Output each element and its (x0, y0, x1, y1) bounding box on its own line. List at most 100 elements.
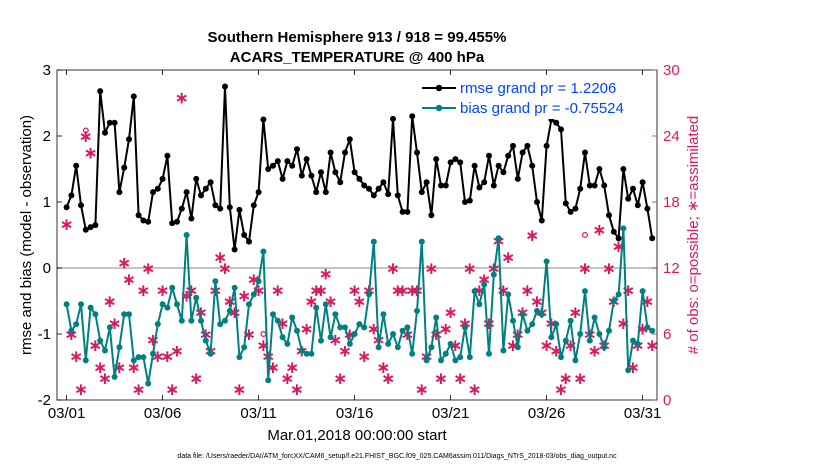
bias-point (337, 324, 344, 331)
bias-point (500, 347, 507, 354)
obs-assimilated-marker: ∗ (189, 369, 203, 389)
rmse-point (510, 142, 516, 149)
rmse-point (562, 200, 569, 207)
obs-assimilated-marker: ∗ (352, 292, 366, 312)
obs-assimilated-marker: ∗ (271, 281, 285, 301)
bias-point (380, 311, 387, 318)
bias-point (529, 321, 536, 328)
obs-assimilated-marker: ∗ (170, 342, 184, 362)
obs-assimilated-marker: ∗ (299, 320, 313, 340)
bias-point (534, 307, 540, 314)
rmse-point (303, 156, 310, 163)
bias-point (246, 301, 252, 308)
rmse-point (212, 202, 219, 209)
bias-point (174, 301, 180, 308)
rmse-point (174, 218, 180, 225)
bias-point (92, 311, 99, 318)
bias-point (447, 340, 454, 347)
y-right-tick-label: 0 (663, 392, 671, 409)
obs-assimilated-marker: ∗ (290, 380, 304, 400)
bias-point (577, 331, 584, 337)
rmse-point (495, 162, 502, 169)
rmse-point (423, 179, 430, 186)
obs-assimilated-marker: ∗ (439, 320, 453, 340)
obs-assimilated-marker: ∗ (539, 336, 553, 356)
bias-point (510, 317, 516, 324)
rmse-point (178, 205, 185, 212)
obs-assimilated-marker: ∗ (213, 248, 227, 268)
rmse-point (428, 212, 435, 219)
rmse-point (63, 204, 70, 211)
bias-point (178, 317, 185, 324)
x-tick-label: 03/11 (240, 405, 276, 422)
obs-assimilated-marker: ∗ (117, 254, 131, 274)
bias-point (111, 373, 118, 380)
bias-point (121, 311, 128, 318)
obs-assimilated-marker: ∗ (122, 270, 136, 290)
bias-point (610, 298, 617, 304)
rmse-series (63, 83, 656, 253)
rmse-point (442, 182, 449, 189)
bias-point (366, 291, 372, 298)
rmse-point (601, 182, 608, 189)
rmse-point (462, 199, 468, 205)
bias-point (289, 314, 296, 321)
obs-assimilated-marker: ∗ (602, 259, 616, 279)
rmse-point (630, 185, 636, 192)
rmse-point (106, 119, 113, 126)
bias-point (298, 347, 305, 354)
rmse-point (534, 199, 540, 205)
obs-assimilated-marker: ∗ (175, 89, 189, 109)
obs-assimilated-marker: ∗ (160, 347, 174, 367)
obs-assimilated-marker: ∗ (578, 259, 592, 279)
obs-assimilated-marker: ∗ (347, 281, 361, 301)
bias-point (82, 357, 89, 364)
bias-point (644, 324, 651, 331)
rmse-point (342, 149, 348, 156)
rmse-point (366, 185, 372, 192)
bias-point (198, 317, 204, 324)
bias-point (476, 301, 483, 308)
rmse-point (111, 119, 118, 126)
bias-point (270, 311, 276, 318)
rmse-point (226, 204, 233, 211)
bias-point (519, 311, 526, 318)
bias-point (351, 331, 358, 337)
rmse-point (385, 191, 392, 198)
rmse-point (97, 88, 104, 95)
rmse-point (188, 215, 195, 222)
bias-point (630, 337, 636, 344)
rmse-point (529, 162, 536, 169)
rmse-point (519, 149, 526, 156)
rmse-point (409, 113, 416, 120)
bias-point (409, 350, 416, 357)
rmse-point (596, 166, 603, 172)
bias-point (490, 271, 497, 278)
obs-assimilated-marker: ∗ (93, 358, 107, 378)
obs-assimilated-marker: ∗ (285, 358, 299, 378)
bias-point (102, 347, 108, 354)
y-axis-label-right: # of obs: o=possible; ∗=assimilated (685, 116, 702, 355)
rmse-point (615, 235, 622, 242)
rmse-point (183, 189, 190, 196)
bias-point (486, 350, 492, 357)
bias-point (634, 340, 641, 347)
bias-point (78, 301, 84, 308)
obs-assimilated-marker: ∗ (218, 259, 232, 279)
rmse-point (217, 205, 224, 212)
obs-possible-marker (581, 232, 588, 239)
rmse-point (236, 206, 243, 213)
rmse-point (452, 156, 459, 163)
rmse-point (116, 189, 123, 196)
bias-point (87, 304, 94, 311)
bias-point (524, 327, 531, 334)
obs-assimilated-marker: ∗ (477, 270, 491, 290)
rmse-point (289, 162, 296, 169)
rmse-point (121, 164, 128, 171)
bias-point (130, 357, 137, 364)
bias-point (303, 350, 310, 357)
rmse-point (327, 149, 334, 156)
rmse-point (279, 175, 286, 182)
rmse-point (102, 129, 108, 136)
rmse-point (433, 156, 440, 163)
